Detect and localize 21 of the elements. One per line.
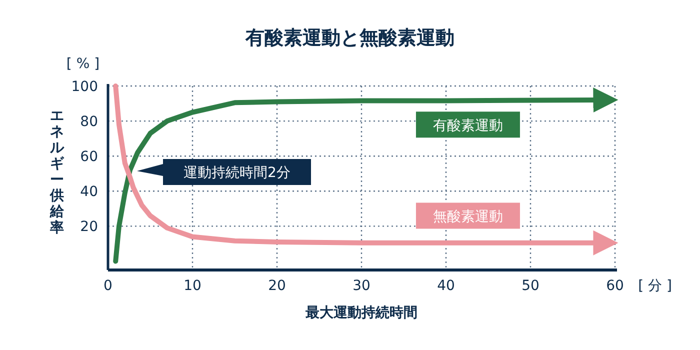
series-label: 有酸素運動 <box>432 118 503 134</box>
x-tick-label: 30 <box>352 278 370 294</box>
x-tick-label: 60 <box>606 278 624 294</box>
x-tick-label: 20 <box>268 278 286 294</box>
text: [ % ] <box>66 56 100 72</box>
y-tick-label: 100 <box>71 79 98 95</box>
text: [ 分 ] <box>638 278 672 294</box>
x-tick-label: 40 <box>437 278 455 294</box>
annotation: 運動持続時間2分 <box>184 165 290 181</box>
series-label: 無酸素運動 <box>432 209 503 226</box>
y-tick-label: 40 <box>80 184 98 200</box>
y-tick-label: 20 <box>80 219 98 236</box>
chart-title: 有酸素運動と無酸素運動 <box>244 27 454 49</box>
callout: 運動持続時間2分 <box>137 159 311 185</box>
x-tick-label: 0 <box>104 278 112 294</box>
y-tick-label: 60 <box>80 149 98 166</box>
x-axis-title: 最大運動持続時間 <box>304 305 418 321</box>
y-axis-title: エネルギー供給率 <box>49 108 65 236</box>
x-tick-label: 10 <box>184 278 202 294</box>
x-tick-label: 50 <box>522 278 540 294</box>
y-tick-label: 80 <box>80 114 98 130</box>
